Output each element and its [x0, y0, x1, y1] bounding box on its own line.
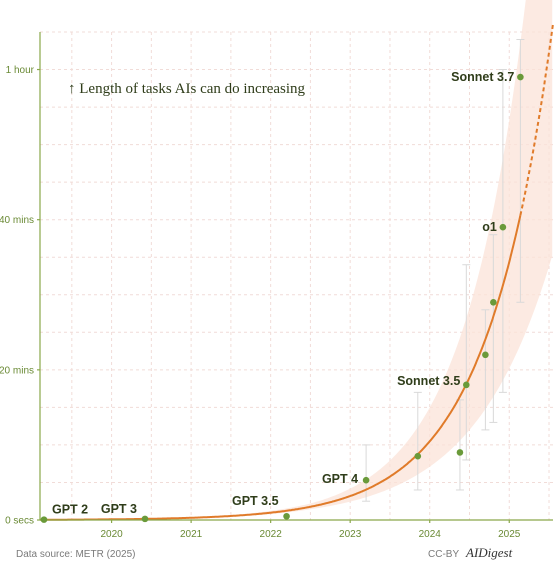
trend-line [40, 23, 554, 521]
x-tick-label-2021: 2021 [180, 529, 203, 540]
data-point-4 [414, 452, 422, 460]
x-tick-label-2020: 2020 [100, 529, 123, 540]
point-labels: GPT 2 GPT 3 GPT 3.5 GPT 4 Sonnet 3.5 o1 Sonnet… [52, 70, 514, 517]
point-label-gpt-2: GPT 2 [52, 503, 88, 517]
data-source-text: Data source: METR (2025) [16, 549, 136, 560]
brand-logo: AIDigest [466, 545, 513, 560]
grid [40, 31, 553, 521]
x-tick-label-2024: 2024 [419, 529, 442, 540]
data-point-0 [40, 516, 48, 523]
axes: 0 secs 20 mins 40 mins 1 hour 2020 2021 2022 20… [0, 32, 553, 540]
trend-annotation: ↑ Length of tasks AIs can do increasing [68, 81, 306, 97]
point-label-gpt-3: GPT 3 [101, 502, 137, 516]
trend-line-projection [519, 23, 554, 216]
confidence-band [254, 0, 553, 516]
x-tick-label-2022: 2022 [260, 529, 283, 540]
point-label-sonnet-3-5: Sonnet 3.5 [397, 374, 460, 388]
data-point-7 [482, 351, 489, 359]
y-tick-label-1: 20 mins [0, 365, 34, 376]
point-label-gpt-4: GPT 4 [322, 472, 358, 486]
trend-line-solid [40, 214, 522, 521]
data-point-8 [490, 298, 497, 306]
y-tick-label-0: 0 secs [5, 516, 34, 527]
point-label-gpt-3-5: GPT 3.5 [232, 494, 279, 508]
x-tick-label-2025: 2025 [498, 529, 521, 540]
confidence-band-area [254, 0, 553, 516]
data-point-9 [499, 223, 507, 231]
data-point-2 [283, 512, 290, 520]
data-source: Data source: METR (2025) [16, 549, 136, 560]
data-points [40, 73, 524, 523]
data-point-5 [456, 449, 464, 456]
y-tick-label-3: 1 hour [6, 65, 35, 76]
data-point-6 [463, 381, 470, 389]
point-label-sonnet-3-7: Sonnet 3.7 [451, 70, 514, 84]
data-point-1 [141, 515, 149, 523]
error-bars [362, 39, 525, 502]
license-label: CC-BY [428, 549, 460, 560]
point-label-o1: o1 [482, 220, 497, 234]
data-point-3 [362, 476, 370, 484]
data-point-10 [517, 73, 524, 81]
y-tick-label-2: 40 mins [0, 215, 34, 226]
x-tick-label-2023: 2023 [339, 529, 362, 540]
